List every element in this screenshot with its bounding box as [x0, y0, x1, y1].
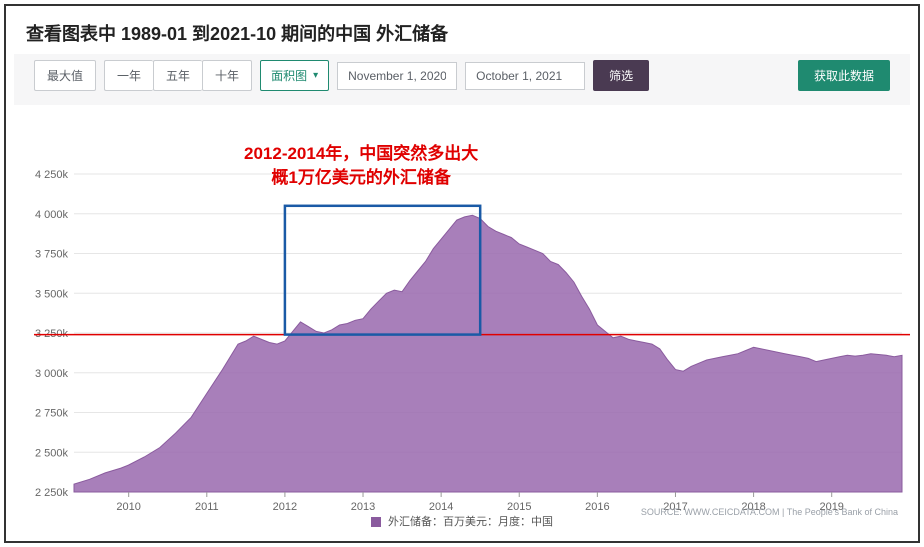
range-10y-button[interactable]: 十年 [202, 60, 252, 91]
date-from-input[interactable] [337, 62, 457, 90]
svg-text:3 750k: 3 750k [35, 249, 69, 261]
get-data-button[interactable]: 获取此数据 [798, 60, 890, 91]
chart-svg: 2 250k2 500k2 750k3 000k3 250k3 500k3 75… [14, 134, 912, 532]
page-title: 查看图表中 1989-01 到2021-10 期间的中国 外汇储备 [6, 6, 918, 54]
svg-text:2015: 2015 [507, 501, 531, 513]
range-group: 一年 五年 十年 [104, 60, 252, 91]
annotation-text: 2012-2014年，中国突然多出大 概1万亿美元的外汇储备 [244, 142, 478, 190]
svg-text:2 250k: 2 250k [35, 487, 69, 499]
svg-text:2013: 2013 [351, 501, 375, 513]
svg-text:2 750k: 2 750k [35, 408, 69, 420]
svg-text:2016: 2016 [585, 501, 609, 513]
chart-area: 2012-2014年，中国突然多出大 概1万亿美元的外汇储备 2 250k 2 5… [14, 134, 910, 533]
date-to-input[interactable] [465, 62, 585, 90]
chart-frame: 查看图表中 1989-01 到2021-10 期间的中国 外汇储备 最大值 一年… [4, 4, 920, 543]
svg-text:3 000k: 3 000k [35, 368, 69, 380]
svg-text:2 500k: 2 500k [35, 447, 69, 459]
range-max-button[interactable]: 最大值 [34, 60, 96, 91]
svg-text:4 000k: 4 000k [35, 209, 69, 221]
svg-text:4 250k: 4 250k [35, 169, 69, 181]
annotation-line1: 2012-2014年，中国突然多出大 [244, 144, 478, 163]
svg-text:2012: 2012 [273, 501, 297, 513]
annotation-line2: 概1万亿美元的外汇储备 [271, 168, 450, 187]
range-5y-button[interactable]: 五年 [153, 60, 202, 91]
chart-type-select[interactable]: 面积图 ▾ [260, 60, 329, 91]
legend: 外汇储备：百万美元：月度：中国 [14, 513, 910, 529]
svg-text:2010: 2010 [116, 501, 140, 513]
svg-text:2014: 2014 [429, 501, 453, 513]
range-1y-button[interactable]: 一年 [104, 60, 153, 91]
toolbar: 最大值 一年 五年 十年 面积图 ▾ 筛选 获取此数据 [14, 54, 910, 105]
legend-label: 外汇储备：百万美元：月度：中国 [388, 516, 553, 528]
chevron-down-icon: ▾ [313, 70, 318, 81]
legend-swatch [371, 517, 381, 527]
filter-button[interactable]: 筛选 [593, 60, 649, 91]
chart-type-label: 面积图 [271, 67, 307, 84]
svg-text:2011: 2011 [195, 501, 219, 513]
svg-text:3 500k: 3 500k [35, 288, 69, 300]
